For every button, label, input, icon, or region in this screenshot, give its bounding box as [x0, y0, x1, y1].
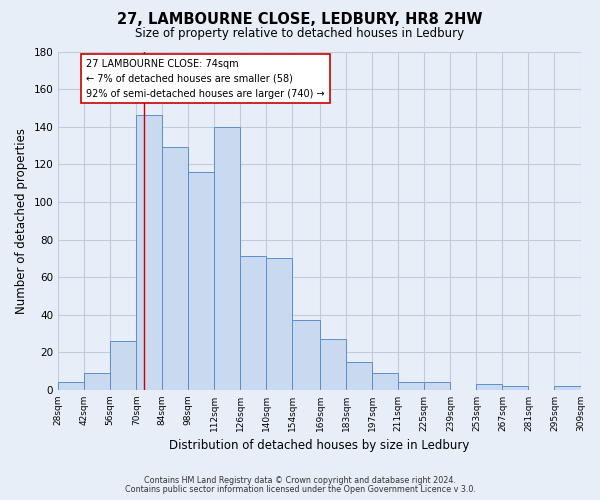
Text: Contains public sector information licensed under the Open Government Licence v : Contains public sector information licen… [125, 485, 475, 494]
Bar [110, 341, 136, 390]
Bar [214, 126, 241, 390]
Text: Size of property relative to detached houses in Ledbury: Size of property relative to detached ho… [136, 28, 464, 40]
Bar [346, 362, 373, 390]
Bar [188, 172, 214, 390]
Bar [320, 339, 346, 390]
Text: 27 LAMBOURNE CLOSE: 74sqm
← 7% of detached houses are smaller (58)
92% of semi-d: 27 LAMBOURNE CLOSE: 74sqm ← 7% of detach… [86, 59, 325, 98]
Bar [554, 386, 581, 390]
Bar [398, 382, 424, 390]
Bar [241, 256, 266, 390]
Bar [84, 373, 110, 390]
Bar [58, 382, 84, 390]
Bar [502, 386, 529, 390]
Bar [476, 384, 502, 390]
Bar [136, 116, 162, 390]
Y-axis label: Number of detached properties: Number of detached properties [15, 128, 28, 314]
Text: Contains HM Land Registry data © Crown copyright and database right 2024.: Contains HM Land Registry data © Crown c… [144, 476, 456, 485]
Bar [373, 373, 398, 390]
Text: 27, LAMBOURNE CLOSE, LEDBURY, HR8 2HW: 27, LAMBOURNE CLOSE, LEDBURY, HR8 2HW [117, 12, 483, 28]
Bar [424, 382, 451, 390]
Bar [162, 148, 188, 390]
X-axis label: Distribution of detached houses by size in Ledbury: Distribution of detached houses by size … [169, 440, 470, 452]
Bar [292, 320, 320, 390]
Bar [266, 258, 292, 390]
